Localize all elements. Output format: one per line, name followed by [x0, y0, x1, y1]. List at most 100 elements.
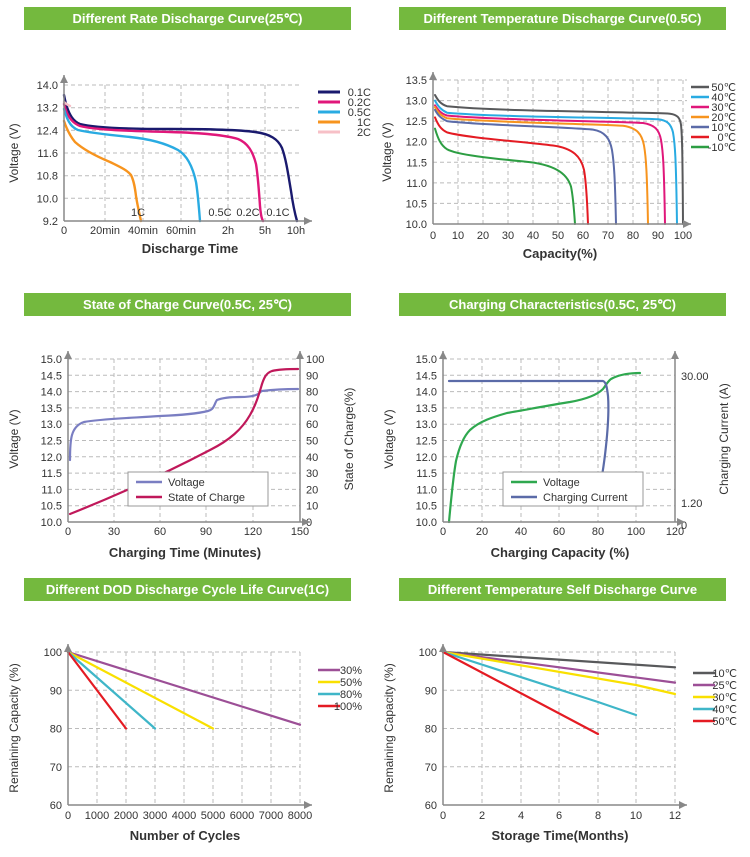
svg-text:10: 10	[306, 501, 318, 513]
svg-text:10.0: 10.0	[37, 193, 58, 205]
svg-text:14.0: 14.0	[41, 387, 62, 399]
svg-text:12.5: 12.5	[416, 436, 437, 448]
svg-text:20: 20	[306, 484, 318, 496]
svg-text:70: 70	[425, 762, 437, 774]
svg-text:0: 0	[440, 810, 446, 822]
svg-text:13.5: 13.5	[416, 403, 437, 415]
svg-text:30.00: 30.00	[681, 371, 709, 383]
svg-text:Storage Time(Months): Storage Time(Months)	[492, 828, 629, 843]
svg-text:12.0: 12.0	[41, 452, 62, 464]
svg-text:30: 30	[502, 230, 514, 242]
svg-text:100: 100	[306, 354, 324, 366]
svg-text:80: 80	[425, 724, 437, 736]
svg-text:8000: 8000	[288, 810, 312, 822]
svg-text:2: 2	[479, 810, 485, 822]
svg-text:13.0: 13.0	[416, 419, 437, 431]
svg-text:10.5: 10.5	[416, 501, 437, 513]
svg-text:3000: 3000	[143, 810, 167, 822]
svg-text:11.0: 11.0	[416, 484, 437, 496]
svg-text:4000: 4000	[172, 810, 196, 822]
svg-text:7000: 7000	[259, 810, 283, 822]
svg-text:10: 10	[630, 810, 642, 822]
svg-text:Charging Time (Minutes): Charging Time (Minutes)	[109, 545, 261, 560]
svg-text:30℃: 30℃	[712, 692, 737, 704]
svg-text:9.2: 9.2	[43, 216, 58, 228]
svg-text:13.5: 13.5	[406, 75, 427, 87]
svg-text:1C: 1C	[131, 207, 145, 219]
svg-text:Remaining Capacity (%): Remaining Capacity (%)	[7, 663, 21, 792]
svg-text:1000: 1000	[85, 810, 109, 822]
svg-text:70: 70	[602, 230, 614, 242]
svg-text:100: 100	[627, 526, 645, 538]
svg-text:8: 8	[595, 810, 601, 822]
svg-text:60: 60	[553, 526, 565, 538]
svg-text:12.0: 12.0	[416, 452, 437, 464]
svg-text:100: 100	[44, 647, 62, 659]
svg-text:100: 100	[419, 647, 437, 659]
svg-text:20: 20	[477, 230, 489, 242]
svg-text:40: 40	[515, 526, 527, 538]
svg-text:80%: 80%	[340, 689, 362, 701]
svg-text:Remaining Capacity (%): Remaining Capacity (%)	[382, 663, 396, 792]
svg-text:2C: 2C	[357, 127, 371, 139]
svg-text:15.0: 15.0	[41, 354, 62, 366]
svg-text:10.0: 10.0	[41, 517, 62, 529]
svg-text:0.1C: 0.1C	[266, 207, 289, 219]
svg-text:0.2C: 0.2C	[236, 207, 259, 219]
svg-text:0: 0	[61, 225, 67, 237]
svg-text:90: 90	[306, 370, 318, 382]
svg-text:-10℃: -10℃	[708, 142, 736, 154]
svg-text:25℃: 25℃	[712, 680, 737, 692]
svg-text:4: 4	[518, 810, 524, 822]
svg-text:11.6: 11.6	[37, 148, 58, 160]
svg-text:5000: 5000	[201, 810, 225, 822]
svg-text:6000: 6000	[230, 810, 254, 822]
svg-text:14.0: 14.0	[37, 80, 58, 92]
svg-text:2h: 2h	[222, 225, 234, 237]
svg-text:80: 80	[306, 387, 318, 399]
svg-text:11.5: 11.5	[406, 157, 427, 169]
svg-text:60: 60	[306, 419, 318, 431]
svg-text:10: 10	[452, 230, 464, 242]
svg-text:70: 70	[50, 762, 62, 774]
svg-text:100: 100	[674, 230, 692, 242]
svg-text:80: 80	[592, 526, 604, 538]
svg-text:0: 0	[430, 230, 436, 242]
svg-text:State of Charge(%): State of Charge(%)	[342, 388, 356, 491]
svg-text:10.5: 10.5	[406, 198, 427, 210]
svg-text:10h: 10h	[287, 225, 305, 237]
svg-text:0: 0	[65, 526, 71, 538]
svg-text:80: 80	[50, 724, 62, 736]
svg-text:13.5: 13.5	[41, 403, 62, 415]
svg-text:90: 90	[425, 685, 437, 697]
svg-text:13.0: 13.0	[406, 96, 427, 108]
svg-text:Charging Current (A): Charging Current (A)	[717, 383, 731, 494]
svg-text:Voltage: Voltage	[543, 477, 580, 489]
svg-text:20min: 20min	[90, 225, 120, 237]
svg-text:13.2: 13.2	[37, 103, 58, 115]
svg-text:20: 20	[476, 526, 488, 538]
svg-text:6: 6	[556, 810, 562, 822]
svg-text:Voltage (V): Voltage (V)	[382, 409, 396, 468]
svg-text:40min: 40min	[128, 225, 158, 237]
svg-text:Voltage (V): Voltage (V)	[7, 123, 21, 182]
svg-text:Charging Capacity (%): Charging Capacity (%)	[491, 545, 630, 560]
svg-text:11.5: 11.5	[416, 468, 437, 480]
svg-text:30%: 30%	[340, 665, 362, 677]
svg-text:90: 90	[50, 685, 62, 697]
svg-text:80: 80	[627, 230, 639, 242]
svg-text:10℃: 10℃	[712, 668, 737, 680]
svg-text:14.5: 14.5	[41, 370, 62, 382]
svg-text:150: 150	[291, 526, 309, 538]
svg-text:40℃: 40℃	[712, 704, 737, 716]
svg-text:60min: 60min	[166, 225, 196, 237]
svg-text:60: 60	[577, 230, 589, 242]
svg-text:10.0: 10.0	[406, 219, 427, 231]
svg-text:Number of Cycles: Number of Cycles	[130, 828, 241, 843]
svg-text:11.5: 11.5	[41, 468, 62, 480]
svg-text:Capacity(%): Capacity(%)	[523, 246, 597, 261]
svg-text:120: 120	[244, 526, 262, 538]
svg-text:14.0: 14.0	[416, 387, 437, 399]
svg-text:60: 60	[50, 800, 62, 812]
svg-text:1.20: 1.20	[681, 498, 702, 510]
